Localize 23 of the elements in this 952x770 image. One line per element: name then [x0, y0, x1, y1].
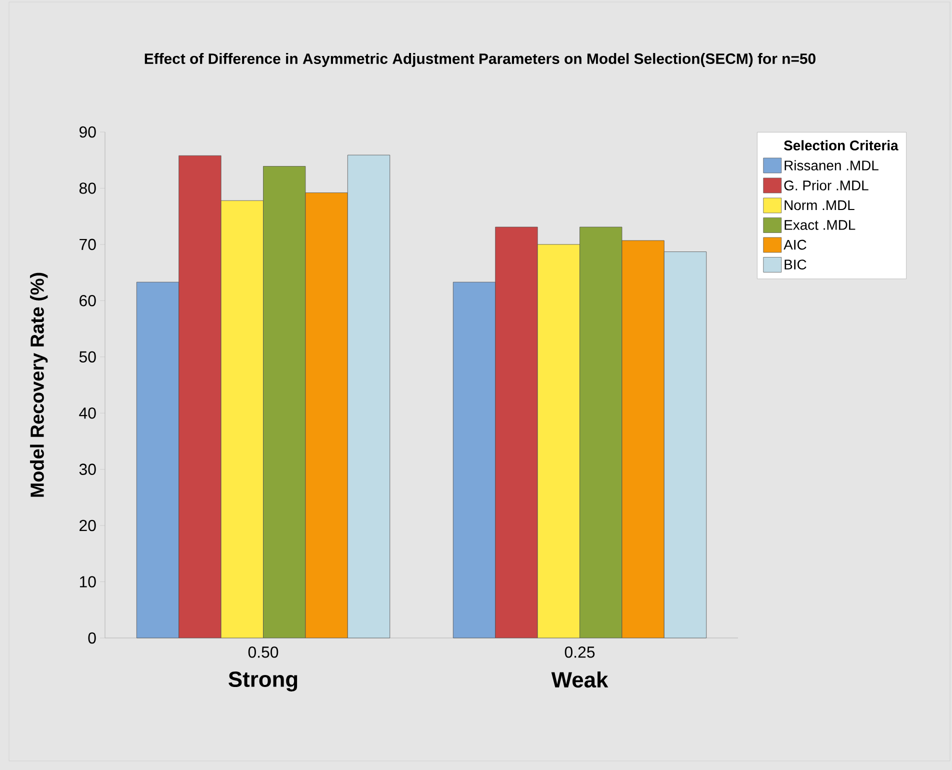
legend-title: Selection Criteria — [784, 140, 898, 150]
y-tick-label: 90 — [80, 126, 96, 138]
y-tick-label: 80 — [79, 182, 96, 194]
y-tick-label: 40 — [79, 407, 96, 419]
y-tick-label: 30 — [79, 464, 96, 475]
x-tick-label: 0.25 — [564, 646, 595, 658]
legend-label: G. Prior .MDL — [784, 180, 868, 190]
chart-title: Effect of Difference in Asymmetric Adjustment Parameters on Model Selection(SECM) for n=50 — [144, 53, 816, 67]
legend-label: BIC — [784, 260, 806, 270]
text: Strong — [228, 671, 298, 692]
legend-label: AIC — [784, 240, 806, 250]
y-tick-label: 10 — [80, 576, 96, 588]
legend-label: Norm .MDL — [784, 200, 854, 210]
y-tick-label: 50 — [79, 351, 96, 363]
y-tick-label: 0 — [88, 632, 96, 644]
legend-label: Exact .MDL — [784, 220, 856, 230]
y-axis-title: Model Recovery Rate (%) — [30, 272, 48, 497]
legend-label: Rissanen .MDL — [784, 160, 878, 170]
y-tick-label: 20 — [80, 520, 96, 532]
x-tick-label: 0.50 — [248, 646, 278, 658]
text: Weak — [551, 671, 608, 688]
y-tick-label: 70 — [80, 238, 96, 250]
y-tick-label: 60 — [80, 295, 96, 306]
